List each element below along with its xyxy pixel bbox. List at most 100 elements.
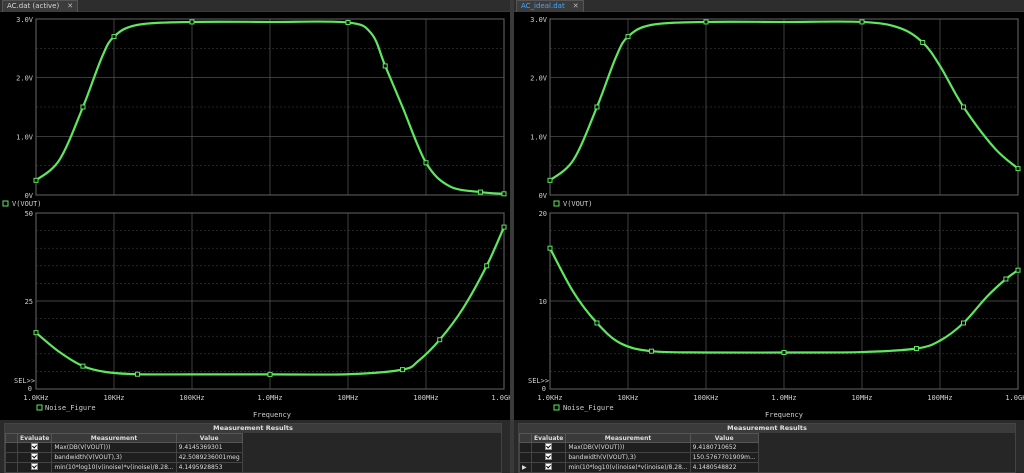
left-tab-bar: AC.dat (active) ✕ <box>0 0 510 12</box>
measurement-cell[interactable]: min(10*log10(v(inoise)*v(inoise)/8.28... <box>565 462 691 473</box>
left-noise-trace[interactable] <box>35 226 506 376</box>
evaluate-checkbox[interactable] <box>545 443 553 450</box>
right-lower-legend-marker <box>553 404 560 411</box>
left-lower-legend-marker <box>36 404 43 411</box>
x-tick-label: 1.0MHz <box>771 394 796 402</box>
data-point-marker <box>859 19 865 25</box>
left-upper-legend: V(VOUT) <box>12 200 42 208</box>
y-tick-label: 0V <box>25 192 34 200</box>
data-point-marker <box>1003 276 1009 282</box>
table-row[interactable]: Max(DB(V(VOUT))) 9.4145369301 <box>5 442 243 453</box>
x-tick-label: 100MHz <box>413 394 438 402</box>
data-point-marker <box>423 160 429 166</box>
left-plot-svg[interactable]: 3.0V 2.0V 1.0V 0V 50 25 1.0KHz 10KHz 100KHz 1.0MH… <box>0 12 517 420</box>
data-point-marker <box>478 189 484 195</box>
right-noise-trace[interactable] <box>549 247 1019 354</box>
value-cell: 4.1480548822 <box>689 462 759 473</box>
data-point-marker <box>382 63 388 69</box>
data-point-marker <box>501 191 507 197</box>
right-upper-legend-marker <box>553 200 560 207</box>
x-tick-label: 1.0MHz <box>257 394 282 402</box>
evaluate-checkbox[interactable] <box>31 443 39 450</box>
data-point-marker <box>80 104 86 110</box>
measurement-cell[interactable]: Max(DB(V(VOUT))) <box>565 442 691 453</box>
x-tick-label: 1.0GHz <box>1005 394 1024 402</box>
right-header-value: Value <box>689 433 759 443</box>
right-plot-svg[interactable]: 3.0V 2.0V 1.0V 0V 20 10 1.0KHz 10KHz 100KHz 1.0MH… <box>514 12 1024 420</box>
table-row[interactable]: Max(DB(V(VOUT))) 9.4180710652 <box>519 442 759 453</box>
data-point-marker <box>960 104 966 110</box>
data-point-marker <box>547 245 553 251</box>
right-tab-label: AC_ideal.dat <box>521 2 565 10</box>
y-tick-label: 3.0V <box>530 16 548 24</box>
x-tick-label: 1.0KHz <box>537 394 562 402</box>
left-lower-legend: Noise_Figure <box>45 404 96 412</box>
table-row[interactable]: bandwidth(V(VOUT),3) 150.5767701909m... <box>519 452 759 463</box>
left-measurement-title: Measurement Results <box>5 424 501 433</box>
measurement-cell[interactable]: bandwidth(V(VOUT),3) <box>565 452 691 463</box>
x-tick-label: 1.0KHz <box>23 394 48 402</box>
left-tab[interactable]: AC.dat (active) ✕ <box>2 0 79 12</box>
left-header-value: Value <box>175 433 243 443</box>
data-point-marker <box>594 104 600 110</box>
data-point-marker <box>33 330 39 336</box>
right-plot-area[interactable]: 3.0V 2.0V 1.0V 0V 20 10 1.0KHz 10KHz 100KHz 1.0MH… <box>514 12 1024 420</box>
data-point-marker <box>625 34 631 40</box>
evaluate-checkbox[interactable] <box>31 453 39 460</box>
y-tick-label: 3.0V <box>16 16 34 24</box>
x-tick-label: 100KHz <box>179 394 204 402</box>
y-tick-label: 2.0V <box>530 75 548 83</box>
close-icon[interactable]: ✕ <box>572 2 579 10</box>
table-row[interactable]: bandwidth(V(VOUT),3) 42.5089236001meg <box>5 452 243 463</box>
data-point-marker <box>703 19 709 25</box>
evaluate-checkbox[interactable] <box>545 453 553 460</box>
data-point-marker <box>781 349 787 355</box>
table-row[interactable]: min(10*log10(v(inoise)*v(inoise)/8.28...… <box>5 462 243 473</box>
data-point-marker <box>111 34 117 40</box>
right-lower-zero: 0 <box>542 385 546 393</box>
y-tick-label: 10 <box>539 298 547 306</box>
right-tab[interactable]: AC_ideal.dat ✕ <box>516 0 584 12</box>
left-plot-area[interactable]: 3.0V 2.0V 1.0V 0V 50 25 1.0KHz 10KHz 100KHz 1.0MH… <box>0 12 517 420</box>
value-cell: 4.1495928853 <box>175 462 243 473</box>
left-measurement-table: Evaluate Measurement Value Max(DB(V(VOUT… <box>5 433 243 473</box>
measurement-cell[interactable]: Max(DB(V(VOUT))) <box>51 442 177 453</box>
data-point-marker <box>920 39 926 45</box>
y-tick-label: 25 <box>25 298 33 306</box>
data-point-marker <box>501 224 507 230</box>
close-icon[interactable]: ✕ <box>67 2 74 10</box>
y-tick-label: 20 <box>539 210 547 218</box>
value-cell: 9.4180710652 <box>689 442 759 453</box>
right-xlabel: Frequency <box>765 411 803 419</box>
data-point-marker <box>484 263 490 269</box>
data-point-marker <box>134 371 140 377</box>
value-cell: 9.4145369301 <box>175 442 243 453</box>
window-divider[interactable] <box>510 0 514 473</box>
x-tick-label: 10KHz <box>617 394 638 402</box>
y-tick-label: 50 <box>25 210 33 218</box>
left-measurement-panel: Measurement Results Evaluate Measurement… <box>4 423 502 473</box>
data-point-marker <box>400 367 406 373</box>
left-header-evaluate: Evaluate <box>16 433 53 443</box>
right-sel-label: SEL>> <box>528 377 549 385</box>
evaluate-checkbox[interactable] <box>545 463 553 470</box>
x-tick-label: 1.0GHz <box>491 394 510 402</box>
table-row[interactable]: ▶ min(10*log10(v(inoise)*v(inoise)/8.28.… <box>519 462 759 473</box>
data-point-marker <box>594 320 600 326</box>
left-upper-legend-marker <box>2 200 9 207</box>
right-header-evaluate: Evaluate <box>530 433 567 443</box>
row-selector-icon[interactable]: ▶ <box>519 462 532 473</box>
data-point-marker <box>437 337 443 343</box>
measurement-cell[interactable]: bandwidth(V(VOUT),3) <box>51 452 177 463</box>
y-tick-label: 2.0V <box>16 75 34 83</box>
right-vout-trace[interactable] <box>549 20 1019 182</box>
right-header-measurement: Measurement <box>565 433 691 443</box>
data-point-marker <box>80 363 86 369</box>
left-xlabel: Frequency <box>253 411 291 419</box>
x-tick-label: 10KHz <box>103 394 124 402</box>
evaluate-checkbox[interactable] <box>31 463 39 470</box>
left-tab-label: AC.dat (active) <box>7 2 60 10</box>
left-vout-trace[interactable] <box>35 20 505 195</box>
right-upper-legend: V(VOUT) <box>563 200 593 208</box>
measurement-cell[interactable]: min(10*log10(v(inoise)*v(inoise)/8.28... <box>51 462 177 473</box>
